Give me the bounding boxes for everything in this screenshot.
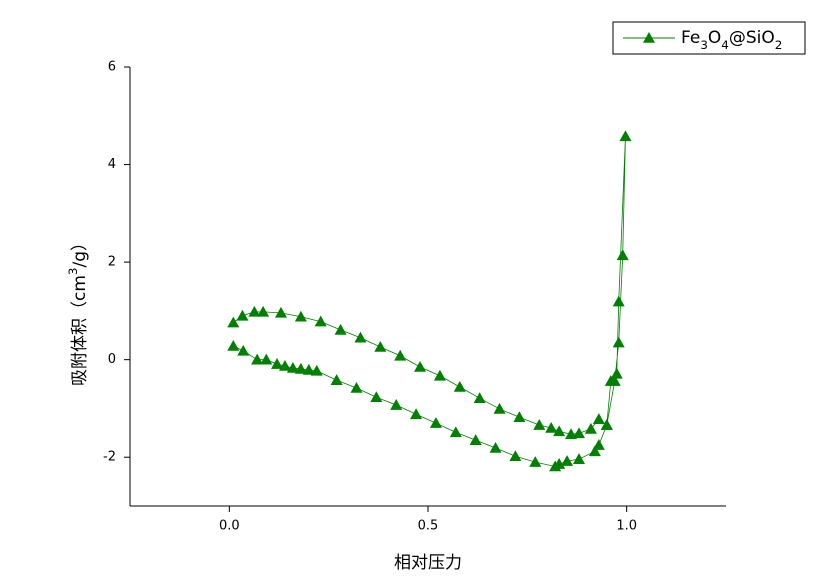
data-point xyxy=(251,353,264,365)
data-point xyxy=(314,315,327,327)
data-point xyxy=(237,344,250,356)
y-tick-label: 4 xyxy=(108,157,116,172)
data-point xyxy=(513,411,526,423)
x-tick-label: 0.5 xyxy=(418,519,439,534)
data-point xyxy=(592,413,605,424)
data-point xyxy=(584,422,597,434)
data-point xyxy=(572,427,585,439)
data-point xyxy=(433,369,446,381)
data-point xyxy=(286,361,299,373)
data-point xyxy=(616,249,629,261)
data-point xyxy=(354,331,367,343)
y-tick-label: 0 xyxy=(108,352,116,367)
data-point xyxy=(612,295,625,307)
series-line xyxy=(233,136,626,467)
data-point xyxy=(612,336,625,348)
data-point xyxy=(469,434,482,445)
data-point xyxy=(370,391,383,403)
legend-marker xyxy=(643,32,655,43)
data-point xyxy=(553,458,566,469)
x-axis-label: 相对压力 xyxy=(394,553,462,573)
data-point xyxy=(553,425,566,437)
data-point xyxy=(592,439,605,450)
data-point xyxy=(489,441,502,453)
data-point xyxy=(565,428,578,440)
data-point xyxy=(302,363,315,375)
data-point xyxy=(260,353,273,365)
data-point xyxy=(294,310,307,322)
data-point xyxy=(619,130,632,142)
data-point xyxy=(236,309,249,321)
data-point xyxy=(330,374,343,385)
data-point xyxy=(310,364,323,376)
data-point xyxy=(588,445,601,457)
y-tick-label: 2 xyxy=(108,255,116,270)
data-point xyxy=(274,306,287,318)
data-point xyxy=(414,360,427,372)
data-point xyxy=(227,316,240,328)
data-point xyxy=(604,375,617,386)
data-point xyxy=(509,450,522,462)
data-point xyxy=(572,453,585,464)
data-point xyxy=(545,421,558,433)
data-point xyxy=(493,402,506,414)
data-point xyxy=(271,358,284,369)
data-point xyxy=(394,349,407,361)
data-point xyxy=(600,419,613,430)
data-point xyxy=(294,362,307,374)
y-axis-label: 吸附体积（cm3/g） xyxy=(66,234,91,386)
data-point xyxy=(529,456,542,467)
x-tick-label: 1.0 xyxy=(616,519,637,534)
data-point xyxy=(374,340,387,352)
data-point xyxy=(449,426,462,438)
data-point xyxy=(429,417,442,428)
data-point xyxy=(390,399,403,410)
data-point xyxy=(257,305,270,317)
data-point xyxy=(473,392,486,404)
data-point xyxy=(533,419,546,430)
data-point xyxy=(334,323,347,335)
y-tick-label: -2 xyxy=(103,450,116,465)
y-tick-label: 6 xyxy=(108,60,116,75)
legend-label: Fe3O4@SiO2 xyxy=(681,28,782,52)
data-point xyxy=(278,360,291,371)
data-point xyxy=(453,380,466,392)
data-point xyxy=(227,340,240,351)
x-tick-label: 0.0 xyxy=(219,519,240,534)
data-point xyxy=(248,305,261,317)
data-point xyxy=(561,455,574,466)
data-point xyxy=(610,367,623,379)
data-point xyxy=(410,408,423,420)
data-point xyxy=(350,381,363,393)
